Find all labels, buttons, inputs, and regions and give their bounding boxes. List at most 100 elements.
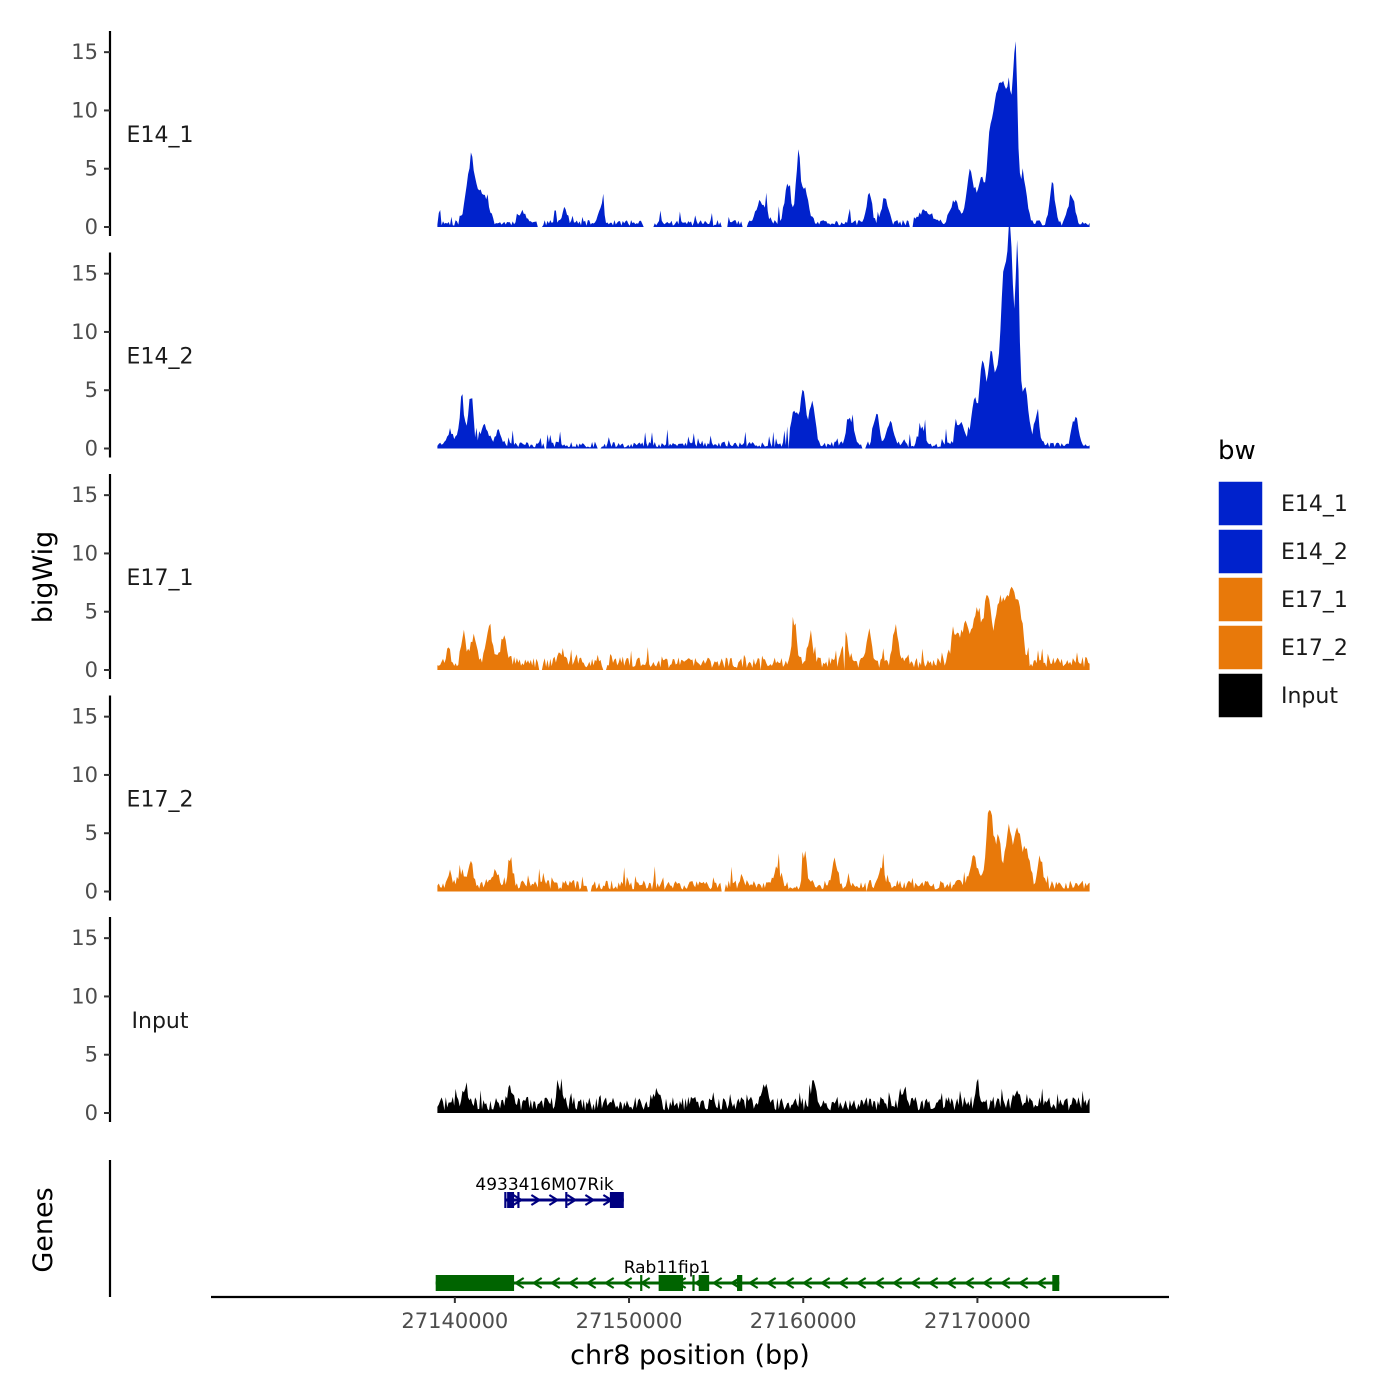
track-label-e17-2: E17_2: [127, 788, 194, 813]
coverage-area-input: [437, 1078, 1090, 1113]
y-tick-label: 10: [71, 763, 98, 787]
track-e17-1: 0 5 10 15 E17_1: [71, 474, 1090, 682]
track-e17-2: 0 5 10 15 E17_2: [71, 695, 1090, 904]
strand-arrow: [765, 1277, 777, 1289]
strand-arrow: [1017, 1277, 1029, 1289]
gene-annotation-track: 4933416M07Rik Rab11fip1: [108, 1160, 1060, 1297]
x-axis: 27140000 27150000 27160000 27170000: [211, 1295, 1169, 1333]
track-label-e14-2: E14_2: [127, 345, 194, 370]
strand-arrow: [891, 1277, 903, 1289]
strand-arrow: [548, 1194, 560, 1206]
track-e14-1: 0 5 10 15 E14_1: [71, 31, 1090, 239]
strand-arrow: [837, 1277, 849, 1289]
track-label-input: Input: [132, 1009, 189, 1034]
y-tick-label: 15: [71, 40, 98, 64]
exon: [737, 1275, 743, 1291]
x-tick-label: 27140000: [401, 1309, 508, 1333]
strand-arrow: [999, 1277, 1011, 1289]
y-axis-title: bigWig: [28, 531, 59, 624]
exon: [658, 1275, 684, 1291]
y-tick-label: 5: [85, 821, 98, 845]
y-tick-label: 10: [71, 541, 98, 565]
legend-label-input: Input: [1281, 684, 1338, 709]
strand-arrow: [531, 1277, 543, 1289]
track-label-e17-1: E17_1: [127, 566, 194, 591]
exon: [698, 1275, 710, 1291]
legend: bw E14_1 E14_2 E17_1 E17_2 Input: [1217, 436, 1348, 719]
strand-arrow: [963, 1277, 975, 1289]
strand-arrow: [747, 1277, 759, 1289]
genes-axis-title: Genes: [28, 1187, 59, 1272]
strand-arrow: [783, 1277, 795, 1289]
strand-arrow: [927, 1277, 939, 1289]
strand-arrow: [945, 1277, 957, 1289]
y-tick-label: 10: [71, 98, 98, 122]
y-tick-label: 0: [85, 1101, 98, 1125]
legend-swatch-e17-2: [1217, 624, 1264, 671]
strand-arrow: [801, 1277, 813, 1289]
legend-label-e17-2: E17_2: [1281, 636, 1348, 661]
gene-4933416m07rik: 4933416M07Rik: [475, 1175, 624, 1208]
exon: [435, 1275, 515, 1291]
track-e14-2: 0 5 10 15 E14_2: [71, 225, 1090, 461]
track-input: 0 5 10 15 Input: [71, 917, 1090, 1125]
strand-arrow: [621, 1277, 633, 1289]
strand-arrow: [566, 1194, 578, 1206]
legend-swatch-e17-1: [1217, 576, 1264, 623]
gene-rab11fip1: Rab11fip1: [435, 1258, 1060, 1291]
y-tick-label: 5: [85, 378, 98, 402]
exon: [609, 1192, 624, 1208]
strand-arrow: [855, 1277, 867, 1289]
strand-arrow: [530, 1194, 542, 1206]
strand-arrow: [909, 1277, 921, 1289]
strand-arrow: [567, 1277, 579, 1289]
strand-arrow: [585, 1277, 597, 1289]
strand-arrow: [603, 1277, 615, 1289]
exon: [1052, 1275, 1060, 1291]
y-tick-label: 0: [85, 658, 98, 682]
strand-arrow: [819, 1277, 831, 1289]
y-tick-label: 5: [85, 157, 98, 181]
x-tick-label: 27150000: [576, 1309, 683, 1333]
y-tick-label: 5: [85, 1043, 98, 1067]
legend-swatch-e14-1: [1217, 480, 1264, 527]
coverage-area-e17-1: [437, 586, 1090, 670]
y-tick-label: 10: [71, 984, 98, 1008]
legend-swatch-e14-2: [1217, 528, 1264, 575]
y-tick-label: 0: [85, 437, 98, 461]
track-label-e14-1: E14_1: [127, 123, 194, 148]
y-tick-label: 5: [85, 600, 98, 624]
y-tick-label: 15: [71, 262, 98, 286]
y-tick-label: 0: [85, 215, 98, 239]
legend-swatch-input: [1217, 672, 1264, 719]
strand-arrow: [513, 1277, 525, 1289]
legend-label-e14-1: E14_1: [1281, 492, 1348, 517]
strand-arrow: [512, 1194, 524, 1206]
gene-label: 4933416M07Rik: [475, 1175, 614, 1195]
legend-label-e17-1: E17_1: [1281, 588, 1348, 613]
gene-label: Rab11fip1: [624, 1258, 711, 1278]
y-tick-label: 15: [71, 705, 98, 729]
coverage-area-e17-2: [437, 810, 1090, 892]
strand-arrow: [981, 1277, 993, 1289]
coverage-tracks: 0 5 10 15 E14_1 0 5 10 15 E14_2 0 5 10 15 E17_1 0 5 10 15 E…: [71, 31, 1090, 1125]
coverage-area-e14-1: [437, 41, 1090, 228]
strand-arrow: [711, 1277, 723, 1289]
legend-label-e14-2: E14_2: [1281, 540, 1348, 565]
strand-arrow: [584, 1194, 596, 1206]
y-tick-label: 0: [85, 880, 98, 904]
strand-arrow: [1035, 1277, 1047, 1289]
y-tick-label: 10: [71, 320, 98, 344]
strand-arrow: [549, 1277, 561, 1289]
strand-arrow: [873, 1277, 885, 1289]
exon: [507, 1192, 515, 1208]
coverage-area-e14-2: [437, 225, 1090, 449]
y-tick-label: 15: [71, 926, 98, 950]
legend-title: bw: [1218, 436, 1256, 466]
strand-arrow: [729, 1277, 741, 1289]
x-axis-title: chr8 position (bp): [570, 1340, 810, 1371]
y-tick-label: 15: [71, 483, 98, 507]
x-tick-label: 27170000: [924, 1309, 1031, 1333]
x-tick-label: 27160000: [750, 1309, 857, 1333]
